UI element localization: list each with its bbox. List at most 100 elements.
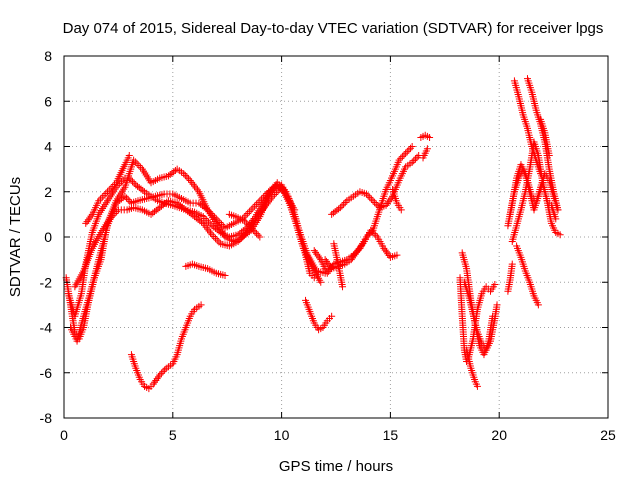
data-point [199, 213, 207, 221]
data-point [398, 153, 406, 161]
data-point [109, 182, 117, 190]
series-arc-11 [321, 226, 401, 273]
data-point [358, 241, 366, 249]
data-point [152, 376, 160, 384]
data-point [336, 204, 344, 212]
data-point [198, 218, 206, 226]
data-point [197, 301, 205, 309]
data-point [554, 206, 562, 214]
data-point [314, 252, 322, 260]
data-point [137, 163, 145, 171]
data-point [130, 156, 138, 164]
data-point [133, 160, 141, 168]
data-point [393, 251, 401, 259]
data-point [234, 238, 242, 246]
data-point [151, 378, 159, 386]
data-point [410, 157, 418, 165]
y-tick-label: -2 [40, 274, 53, 290]
data-point [156, 371, 164, 379]
data-point [395, 156, 403, 164]
data-point [117, 178, 125, 186]
data-point [214, 217, 222, 225]
data-point [473, 382, 481, 390]
data-point [261, 191, 269, 199]
data-point [280, 188, 288, 196]
data-point [317, 278, 325, 286]
data-point [253, 230, 261, 238]
series-arc-5 [82, 152, 133, 227]
data-point [367, 226, 375, 234]
data-point [212, 215, 220, 223]
y-tick-label: -8 [40, 410, 53, 426]
data-point [263, 190, 271, 198]
x-tick-label: 5 [169, 427, 177, 443]
data-point [86, 214, 94, 222]
data-point [216, 219, 224, 227]
axis-ticks [63, 55, 609, 419]
series-arc-15 [417, 131, 434, 141]
data-point [322, 257, 330, 265]
data-point [402, 149, 410, 157]
data-point [368, 228, 376, 236]
data-point [130, 179, 138, 187]
data-point [370, 230, 378, 238]
data-point [315, 254, 323, 262]
data-point [271, 190, 279, 198]
data-point [113, 208, 121, 216]
data-point [249, 204, 257, 212]
y-tick-labels: -8 -6 -4 -2 0 2 4 6 8 [40, 48, 53, 426]
data-point [124, 196, 132, 204]
y-tick-label: 6 [44, 93, 52, 109]
data-point [403, 148, 411, 156]
data-point [374, 202, 382, 210]
data-point [107, 184, 115, 192]
data-point [127, 176, 135, 184]
data-point [381, 246, 389, 254]
data-point [397, 154, 405, 162]
data-point [95, 197, 103, 205]
data-point [159, 368, 167, 376]
data-point [185, 175, 193, 183]
data-point [204, 206, 212, 214]
data-point [209, 211, 217, 219]
data-point [239, 232, 247, 240]
data-point [105, 186, 113, 194]
data-point [219, 222, 227, 230]
data-point [97, 195, 105, 203]
data-point [163, 198, 171, 206]
data-point [181, 171, 189, 179]
data-point [254, 199, 262, 207]
data-point [385, 198, 393, 206]
data-point [157, 369, 165, 377]
series-arc-6 [127, 301, 205, 393]
data-point [372, 231, 380, 239]
data-point [236, 236, 244, 244]
data-point [349, 254, 357, 262]
data-point [246, 223, 254, 231]
data-point [241, 217, 249, 225]
series-arc-3 [71, 183, 329, 291]
data-point [131, 158, 139, 166]
data-point [259, 193, 267, 201]
data-point [407, 144, 415, 152]
data-point [84, 216, 92, 224]
data-point [201, 214, 209, 222]
y-tick-label: 8 [44, 48, 52, 64]
data-point [218, 220, 226, 228]
data-point [256, 197, 264, 205]
data-point [135, 162, 143, 170]
series-arc-16 [419, 145, 431, 162]
data-point [413, 153, 421, 161]
grid [64, 56, 608, 418]
data-point [537, 170, 545, 178]
y-tick-label: -6 [40, 365, 53, 381]
data-point [291, 206, 299, 214]
data-point [400, 151, 408, 159]
data-point [351, 250, 359, 258]
data-point [426, 133, 434, 141]
data-point [382, 201, 390, 209]
x-tick-label: 20 [491, 427, 507, 443]
data-point [354, 247, 362, 255]
data-point [278, 186, 286, 194]
